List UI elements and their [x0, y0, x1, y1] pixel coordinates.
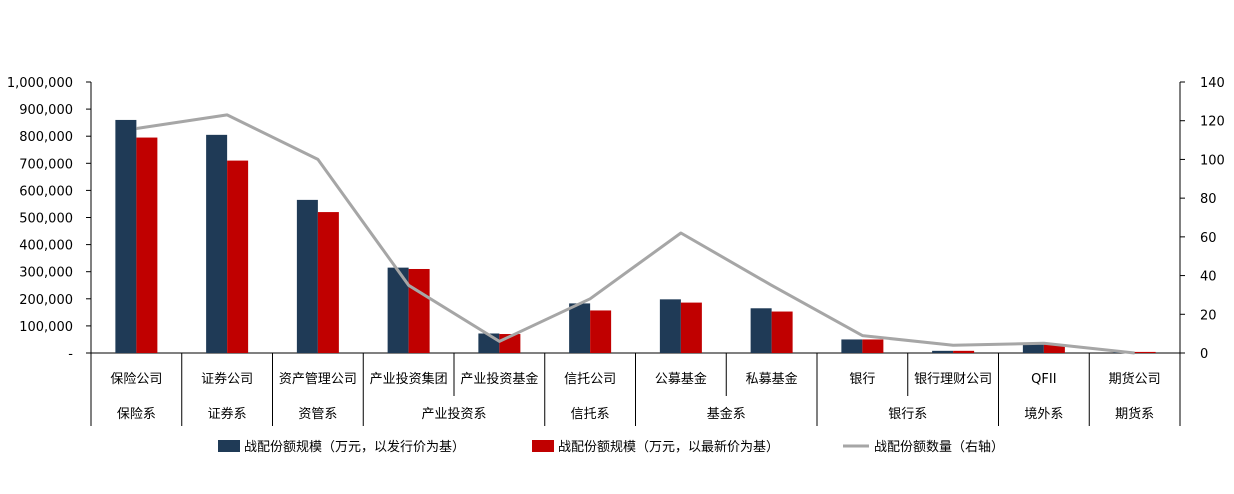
bar: [590, 310, 612, 353]
right-tick-label: 0: [1200, 347, 1208, 362]
category-label: 银行: [849, 372, 875, 387]
bar: [1022, 344, 1044, 353]
category-label: 期货公司: [1109, 371, 1161, 387]
bar: [317, 212, 339, 353]
category-label: 银行理财公司: [914, 372, 992, 387]
group-label: 境外系: [1024, 407, 1063, 422]
bar: [1134, 351, 1156, 353]
bar: [206, 134, 228, 353]
left-tick-label: 700,000: [19, 157, 73, 172]
group-label: 基金系: [707, 406, 746, 422]
legend-layer: 战配份额规模（万元，以发行价为基） 战配份额规模（万元，以最新价为基） 战配份额数量…: [218, 439, 1004, 455]
legend-label: 战配份额规模（万元，以发行价为基）: [244, 439, 465, 455]
bar: [862, 339, 884, 353]
left-tick-label: -: [68, 347, 73, 362]
bar: [136, 137, 158, 353]
bar: [771, 311, 793, 353]
bar: [750, 308, 772, 353]
left-tick-label: 900,000: [19, 103, 73, 118]
left-tick-label: 1,000,000: [7, 76, 73, 91]
bar: [841, 339, 863, 353]
category-label: 产业投资基金: [460, 371, 538, 387]
right-tick-label: 80: [1200, 192, 1217, 207]
labels-layer: 保险公司 证券公司 资产管理公司 产业投资集团 产业投资基金 信托公司 公募基金 私募基金 银行…: [90, 353, 1181, 426]
left-tick-label: 400,000: [19, 239, 73, 254]
right-tick-label: 60: [1200, 231, 1217, 246]
bar: [227, 160, 249, 353]
bar: [387, 267, 409, 353]
legend-label: 战配份额规模（万元，以最新价为基）: [558, 439, 779, 455]
bar: [953, 350, 975, 353]
right-tick-label: 20: [1200, 308, 1217, 323]
category-label: QFII: [1031, 372, 1056, 387]
group-label: 产业投资系: [421, 406, 486, 422]
right-tick-label: 100: [1200, 153, 1225, 168]
group-label: 期货系: [1115, 406, 1154, 422]
group-label: 银行系: [888, 407, 927, 422]
legend-swatch: [218, 440, 240, 452]
bar: [680, 302, 702, 353]
left-tick-label: 300,000: [19, 266, 73, 281]
bar: [569, 303, 591, 353]
category-label: 信托公司: [564, 372, 616, 387]
group-label: 保险系: [117, 407, 156, 422]
bar: [1043, 344, 1065, 353]
category-label: 私募基金: [746, 371, 798, 387]
category-label: 保险公司: [110, 372, 162, 387]
bar: [408, 268, 430, 353]
group-label: 资管系: [298, 407, 337, 422]
right-tick-label: 120: [1200, 115, 1225, 130]
right-tick-label: 140: [1200, 76, 1225, 91]
bars-layer: [115, 119, 1156, 353]
group-label: 信托系: [571, 407, 610, 422]
bar: [659, 299, 681, 353]
category-label: 公募基金: [655, 371, 707, 387]
axes-layer: - 100,000 200,000 300,000 400,000 500,000 600,…: [7, 76, 1225, 362]
series-line: [136, 113, 1135, 355]
bar: [115, 119, 137, 353]
group-label: 证券系: [208, 406, 247, 422]
legend-label: 战配份额数量（右轴）: [874, 440, 1004, 455]
bar: [296, 199, 318, 353]
left-tick-label: 500,000: [19, 212, 73, 227]
left-tick-label: 800,000: [19, 130, 73, 145]
right-tick-label: 40: [1200, 270, 1217, 285]
category-label: 资产管理公司: [279, 372, 357, 387]
legend-swatch: [532, 440, 554, 452]
category-label: 证券公司: [201, 371, 253, 387]
category-label: 产业投资集团: [370, 371, 448, 387]
left-tick-label: 200,000: [19, 293, 73, 308]
bar: [932, 350, 954, 353]
left-tick-label: 600,000: [19, 184, 73, 199]
line-layer: [136, 113, 1135, 355]
left-tick-label: 100,000: [19, 320, 73, 335]
